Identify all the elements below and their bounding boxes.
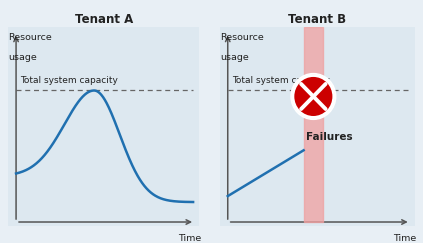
Circle shape — [291, 74, 336, 119]
Text: Resource: Resource — [8, 33, 52, 42]
Text: Total system capacity: Total system capacity — [20, 76, 118, 85]
Text: Failures: Failures — [305, 132, 352, 142]
Text: Time: Time — [393, 234, 416, 243]
Text: usage: usage — [220, 53, 249, 62]
Circle shape — [293, 76, 334, 117]
Text: Resource: Resource — [220, 33, 264, 42]
Text: usage: usage — [8, 53, 37, 62]
Title: Tenant B: Tenant B — [288, 13, 346, 26]
Bar — [304, 27, 323, 222]
Title: Tenant A: Tenant A — [74, 13, 133, 26]
Text: Time: Time — [178, 234, 201, 243]
Text: Total system capacity: Total system capacity — [232, 76, 330, 85]
